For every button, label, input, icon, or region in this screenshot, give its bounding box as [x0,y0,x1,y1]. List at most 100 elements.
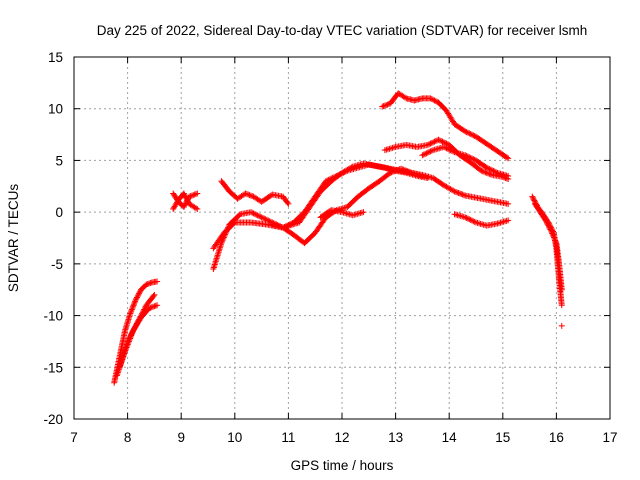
data-point-marker [530,196,537,203]
series-arc-8 [379,90,512,162]
data-point-marker [140,307,147,314]
data-point-marker [464,153,471,160]
data-point-marker [451,188,458,195]
data-point-marker [245,191,252,198]
series-arc-11 [451,211,512,229]
data-point-marker [151,303,158,310]
data-point-marker [443,145,450,152]
data-point-marker [254,212,261,219]
data-point-marker [460,192,467,199]
data-point-marker [401,94,408,101]
data-point-marker [548,227,555,234]
data-point-marker [542,217,549,224]
data-point-marker [127,309,134,316]
data-point-marker [150,303,157,310]
data-point-marker [230,220,237,227]
y-tick-labels: 15 10 5 0 -5 -10 -15 -20 [43,50,63,427]
data-point-marker [133,321,140,328]
data-point-marker [127,332,134,339]
data-point-marker [544,220,551,227]
data-point-marker [454,189,461,196]
data-point-marker [419,172,426,179]
data-point-marker [485,170,492,177]
x-tick-label: 10 [227,430,242,445]
data-point-marker [558,322,565,329]
data-point-marker [439,138,446,145]
data-point-marker [242,190,249,197]
data-point-marker [448,147,455,154]
data-point-marker [129,303,136,310]
data-point-marker [144,281,151,288]
data-point-marker [184,198,191,205]
chart-title: Day 225 of 2022, Sidereal Day-to-day VTE… [97,23,587,38]
data-point-marker [483,164,490,171]
data-point-marker [446,146,453,153]
data-point-marker [466,130,473,137]
data-point-marker [430,139,437,146]
x-tick-label: 14 [442,430,458,445]
data-point-marker [436,137,443,144]
data-point-marker [427,140,434,147]
data-point-marker [249,209,256,216]
data-point-marker [422,150,429,157]
data-point-marker [259,214,266,221]
data-point-marker [428,139,435,146]
data-point-marker [482,163,489,170]
data-point-marker [243,191,250,198]
data-point-marker [404,168,411,175]
data-point-marker [467,131,474,138]
data-marks [111,90,565,386]
data-point-marker [133,294,140,301]
y-tick-label: 10 [48,102,63,117]
series-arc-13 [531,200,565,293]
data-point-marker [348,164,355,171]
data-point-marker [471,156,478,163]
data-point-marker [491,168,498,175]
y-tick-label: -20 [43,412,63,427]
data-point-marker [423,150,430,157]
data-point-marker [147,279,154,286]
data-point-marker [146,280,153,287]
data-point-marker [131,299,138,306]
data-point-marker [192,205,199,212]
data-point-marker [182,201,189,208]
data-point-marker [386,170,393,177]
data-point-marker [136,289,143,296]
data-point-marker [435,136,442,143]
data-point-marker [181,191,188,198]
data-point-marker [427,95,434,102]
data-point-marker [136,314,143,321]
data-point-marker [424,141,431,148]
data-point-marker [455,190,462,197]
data-point-marker [458,191,465,198]
data-point-marker [392,167,399,174]
data-point-marker [126,334,133,341]
data-point-marker [487,166,494,173]
data-point-marker [138,310,145,317]
data-point-marker [135,317,142,324]
data-point-marker [426,149,433,156]
data-point-marker [505,200,512,207]
data-point-marker [485,165,492,172]
data-point-marker [141,306,148,313]
data-point-marker [148,304,155,311]
data-point-marker [493,169,500,176]
data-point-marker [427,148,434,155]
data-point-marker [463,214,470,221]
data-point-marker [430,96,437,103]
series-arc-1a [111,278,161,386]
data-point-marker [464,215,471,222]
data-point-marker [360,209,367,216]
x-tick-label: 15 [495,430,510,445]
data-point-marker [137,313,144,320]
data-point-marker [456,190,463,197]
data-point-marker [431,97,438,104]
data-point-marker [549,230,556,237]
data-point-marker [463,152,470,159]
x-tick-label: 17 [602,430,617,445]
data-point-marker [558,286,565,293]
data-point-marker [138,312,145,319]
data-point-marker [471,132,478,139]
data-point-marker [432,138,439,145]
data-point-marker [150,293,157,300]
